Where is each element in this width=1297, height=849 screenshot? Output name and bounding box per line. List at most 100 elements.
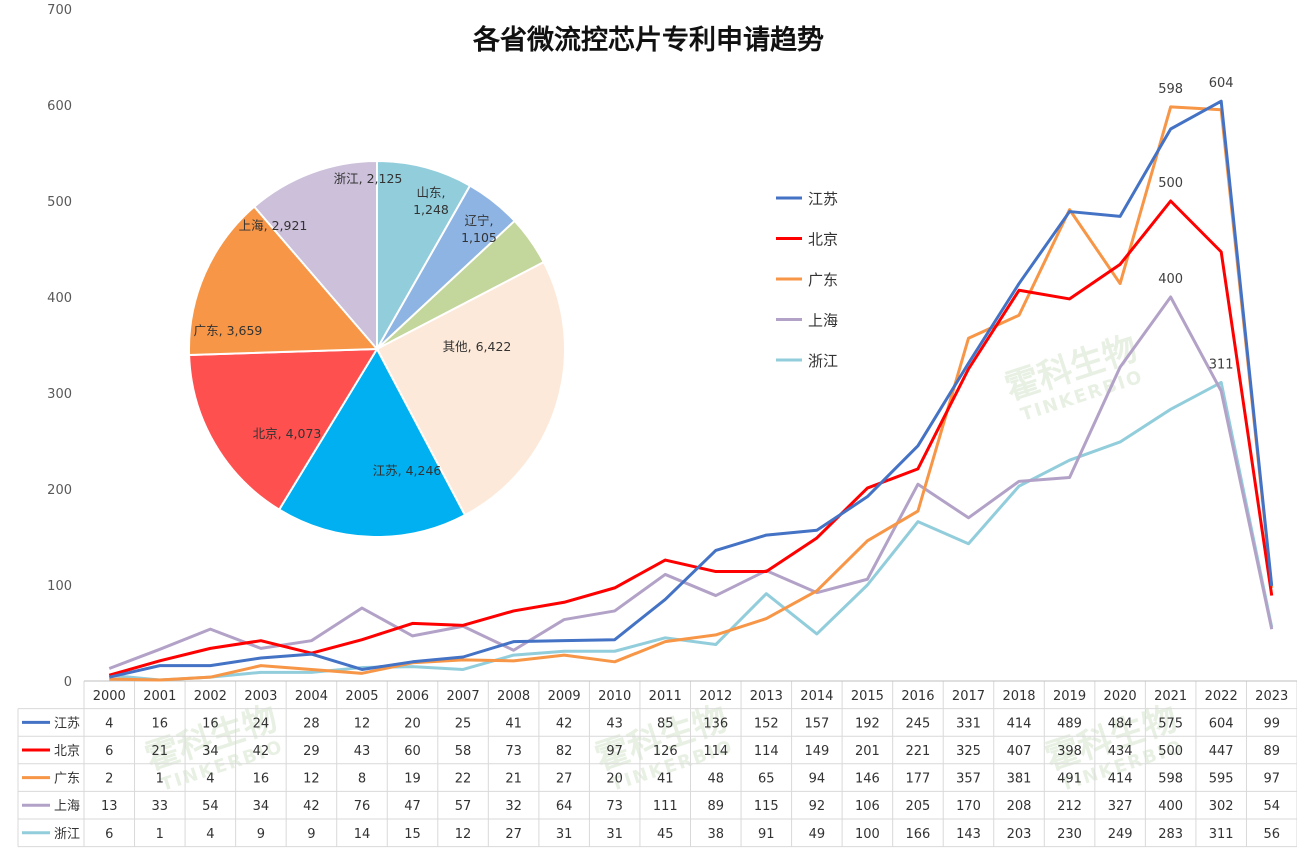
table-cell-value: 106 <box>855 799 880 814</box>
table-cell-value: 447 <box>1209 744 1234 759</box>
table-cell-value: 25 <box>455 716 472 731</box>
table-cell-value: 16 <box>152 716 169 731</box>
table-cell-value: 327 <box>1108 799 1133 814</box>
table-cell-value: 14 <box>354 827 371 842</box>
x-tick-label: 2018 <box>1002 689 1035 704</box>
table-cell-value: 42 <box>303 799 320 814</box>
table-cell-value: 89 <box>707 799 724 814</box>
x-tick-label: 2007 <box>447 689 480 704</box>
pie-label: 其他, 6,422 <box>443 339 512 354</box>
table-cell-value: 357 <box>956 772 981 787</box>
table-cell-value: 398 <box>1057 744 1082 759</box>
pie-slice-北京 <box>188 347 379 511</box>
table-cell-value: 212 <box>1057 799 1082 814</box>
x-tick-label: 2012 <box>699 689 732 704</box>
table-cell-value: 45 <box>657 827 674 842</box>
pie-slice-上海 <box>252 159 378 352</box>
table-cell-value: 89 <box>1263 744 1280 759</box>
table-cell-value: 1 <box>156 827 164 842</box>
y-tick-label: 600 <box>47 99 72 114</box>
x-tick-label: 2023 <box>1255 689 1288 704</box>
table-cell-value: 31 <box>606 827 623 842</box>
table-cell-value: 58 <box>455 744 472 759</box>
table-cell-value: 20 <box>404 716 421 731</box>
table-cell-value: 65 <box>758 772 775 787</box>
table-cell-value: 31 <box>556 827 573 842</box>
table-cell-value: 4 <box>105 716 113 731</box>
table-cell-value: 245 <box>906 716 931 731</box>
table-cell-value: 97 <box>606 744 623 759</box>
table-cell-value: 41 <box>657 772 674 787</box>
pie-label: 山东, <box>417 185 446 200</box>
x-tick-label: 2002 <box>194 689 227 704</box>
table-cell-value: 249 <box>1108 827 1133 842</box>
table-cell-value: 100 <box>855 827 880 842</box>
x-tick-label: 2004 <box>295 689 328 704</box>
pie-slice-浙江 <box>376 159 472 353</box>
table-cell-value: 27 <box>505 827 522 842</box>
pie-label: 江苏, 4,246 <box>373 463 442 478</box>
table-cell-value: 12 <box>354 716 371 731</box>
table-cell-value: 33 <box>152 799 169 814</box>
x-tick-label: 2016 <box>901 689 934 704</box>
x-tick-label: 2009 <box>548 689 581 704</box>
table-cell-value: 82 <box>556 744 573 759</box>
x-tick-label: 2001 <box>143 689 176 704</box>
data-label: 311 <box>1209 357 1234 372</box>
x-tick-label: 2017 <box>952 689 985 704</box>
x-tick-label: 2013 <box>750 689 783 704</box>
x-tick-label: 2008 <box>497 689 530 704</box>
table-cell-value: 42 <box>253 744 270 759</box>
x-tick-label: 2015 <box>851 689 884 704</box>
table-cell-value: 407 <box>1007 744 1032 759</box>
table-cell-value: 16 <box>202 716 219 731</box>
pie-label: 辽宁, <box>465 213 494 228</box>
table-cell-value: 97 <box>1263 772 1280 787</box>
table-series-name: 江苏 <box>54 715 80 731</box>
table-cell-value: 34 <box>202 744 219 759</box>
table-cell-value: 205 <box>906 799 931 814</box>
x-tick-label: 2006 <box>396 689 429 704</box>
table-cell-value: 27 <box>556 772 573 787</box>
x-tick-label: 2022 <box>1205 689 1238 704</box>
legend-label: 浙江 <box>808 352 838 370</box>
table-cell-value: 126 <box>653 744 678 759</box>
table-cell-value: 85 <box>657 716 674 731</box>
table-cell-value: 76 <box>354 799 371 814</box>
table-cell-value: 149 <box>804 744 829 759</box>
pie-slice-其他 <box>375 260 566 517</box>
table-cell-value: 325 <box>956 744 981 759</box>
table-cell-value: 500 <box>1158 744 1183 759</box>
table-cell-value: 91 <box>758 827 775 842</box>
pie-label: 北京, 4,073 <box>253 426 322 441</box>
y-tick-label: 700 <box>47 3 72 18</box>
series-line-北京 <box>108 199 1274 677</box>
table-cell-value: 15 <box>404 827 421 842</box>
table-cell-value: 489 <box>1057 716 1082 731</box>
table-cell-value: 73 <box>505 744 522 759</box>
legend-label: 江苏 <box>808 190 838 208</box>
table-series-name: 广东 <box>54 772 80 787</box>
pie-label: 上海, 2,921 <box>239 218 308 233</box>
y-tick-label: 300 <box>47 387 72 402</box>
table-cell-value: 20 <box>606 772 623 787</box>
data-label: 500 <box>1158 176 1183 191</box>
table-cell-value: 22 <box>455 772 472 787</box>
series-line-上海 <box>108 295 1274 670</box>
y-tick-label: 100 <box>47 579 72 594</box>
table-cell-value: 400 <box>1158 799 1183 814</box>
x-tick-label: 2021 <box>1154 689 1187 704</box>
table-cell-value: 41 <box>505 716 522 731</box>
table-cell-value: 152 <box>754 716 779 731</box>
table-cell-value: 221 <box>906 744 931 759</box>
table-cell-value: 9 <box>307 827 315 842</box>
table-cell-value: 230 <box>1057 827 1082 842</box>
table-cell-value: 114 <box>754 744 779 759</box>
table-cell-value: 4 <box>206 827 214 842</box>
table-cell-value: 9 <box>257 827 265 842</box>
y-tick-label: 400 <box>47 291 72 306</box>
table-cell-value: 166 <box>906 827 931 842</box>
legend-label: 上海 <box>808 312 838 330</box>
table-cell-value: 54 <box>1263 799 1280 814</box>
